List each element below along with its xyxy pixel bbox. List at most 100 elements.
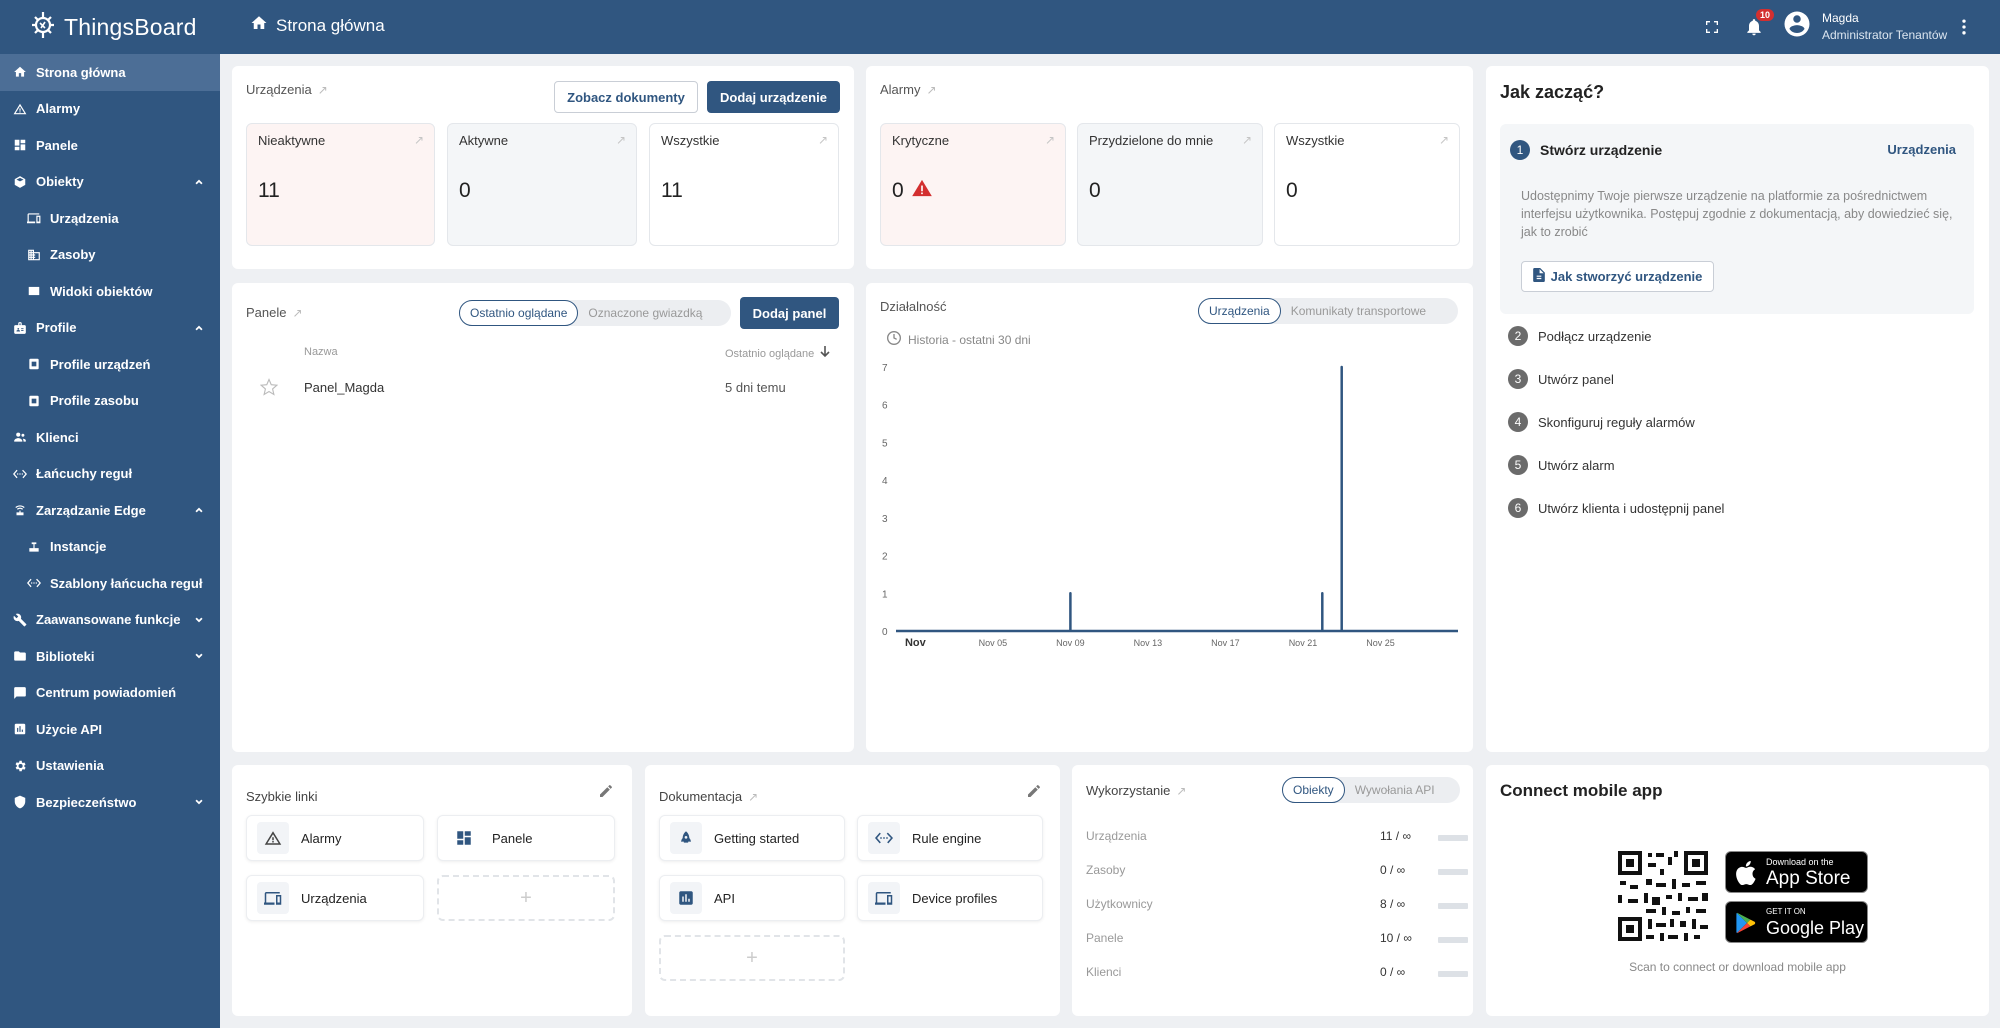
sidebar-item-dashboards[interactable]: Panele [0,127,220,164]
top-bar: ThingsBoard Strona główna 10 Magda Admin… [0,0,2000,54]
sidebar-item-notification-center[interactable]: Centrum powiadomień [0,675,220,712]
tab-recently-viewed[interactable]: Ostatnio oglądane [459,300,579,326]
sidebar-item-instances[interactable]: Instancje [0,529,220,566]
add-doc-link-button[interactable]: + [659,935,845,981]
stat-value: 0 [1089,179,1101,202]
tab-transport-messages[interactable]: Komunikaty transportowe [1290,304,1427,318]
app-store-badge[interactable]: Download on the App Store [1725,851,1868,893]
how-to-create-device-button[interactable]: Jak stworzyć urządzenie [1521,261,1714,292]
appstore-small-text: Download on the [1766,857,1834,867]
sidebar-item-devices[interactable]: Urządzenia [0,200,220,237]
qr-code-icon[interactable] [1616,849,1710,943]
doc-link-rule-engine[interactable]: Rule engine [857,815,1043,861]
sidebar-item-alarms[interactable]: Alarmy [0,91,220,128]
usage-bar [1438,835,1468,841]
sidebar-item-security[interactable]: Bezpieczeństwo [0,784,220,821]
stat-all-devices[interactable]: Wszystkie ↗ 11 [649,123,839,246]
edit-pencil-icon[interactable] [598,783,614,804]
home-icon [250,14,268,37]
doc-link-getting-started[interactable]: Getting started [659,815,845,861]
stat-critical[interactable]: Krytyczne ↗ 0 [880,123,1066,246]
step1-devices-link[interactable]: Urządzenia [1887,142,1956,157]
notifications-bell-icon[interactable]: 10 [1742,9,1774,39]
step-6[interactable]: 6 Utwórz klienta i udostępnij panel [1508,498,1724,518]
dashboards-card-title[interactable]: Panele ↗ [246,305,303,320]
quick-link-dashboards[interactable]: Panele [437,815,615,861]
add-dashboard-button[interactable]: Dodaj panel [740,297,839,329]
tab-api-calls[interactable]: Wywołania API [1354,783,1435,797]
stat-inactive[interactable]: Nieaktywne ↗ 11 [246,123,435,246]
devices-card-title[interactable]: Urządzenia ↗ [246,82,328,97]
stat-all-alarms[interactable]: Wszystkie ↗ 0 [1274,123,1460,246]
edit-pencil-icon[interactable] [1026,783,1042,804]
documentation-title[interactable]: Dokumentacja ↗ [659,789,758,804]
router-icon [12,502,28,518]
sidebar-item-api-usage[interactable]: Użycie API [0,711,220,748]
alarms-card: Alarmy ↗ Krytyczne ↗ 0 Przydzielone do m… [866,66,1473,269]
step-2[interactable]: 2 Podłącz urządzenie [1508,326,1651,346]
arrow-outward-icon: ↗ [317,82,328,97]
sidebar-item-customers[interactable]: Klienci [0,419,220,456]
alarms-card-title[interactable]: Alarmy ↗ [880,82,937,97]
table-row[interactable]: Panel_Magda 5 dni temu [246,367,840,407]
quick-link-devices[interactable]: Urządzenia [246,875,424,921]
star-outline-icon[interactable] [259,378,279,401]
tab-entities[interactable]: Obiekty [1282,777,1345,803]
doc-link-api[interactable]: API [659,875,845,921]
arrow-outward-icon: ↗ [748,789,759,804]
step-4[interactable]: 4 Skonfiguruj reguły alarmów [1508,412,1695,432]
arrow-outward-icon: ↗ [1241,133,1252,147]
sidebar-item-entities[interactable]: Obiekty [0,164,220,201]
step1-title: Stwórz urządzenie [1540,142,1663,158]
sidebar-item-advanced-features[interactable]: Zaawansowane funkcje [0,602,220,639]
sidebar-item-settings[interactable]: Ustawienia [0,748,220,785]
add-quick-link-button[interactable]: + [437,875,615,921]
sidebar-item-entity-views[interactable]: Widoki obiektów [0,273,220,310]
page-title-text: Strona główna [276,15,385,35]
sidebar-item-label: Urządzenia [50,210,119,226]
doc-link-device-profiles[interactable]: Device profiles [857,875,1043,921]
thingsboard-logo-icon [28,8,58,47]
column-header-last-viewed[interactable]: Ostatnio oglądane [725,346,830,361]
stat-assigned-to-me[interactable]: Przydzielone do mnie ↗ 0 [1077,123,1263,246]
user-name: Magda [1822,10,1859,25]
more-vert-icon[interactable] [1952,15,1976,39]
step-3[interactable]: 3 Utwórz panel [1508,369,1614,389]
usage-value: 8 / ∞ [1380,897,1406,911]
google-play-badge[interactable]: GET IT ON Google Play [1725,901,1868,943]
tab-devices[interactable]: Urządzenia [1198,298,1281,324]
sidebar-item-label: Widoki obiektów [50,283,153,299]
tab-starred[interactable]: Oznaczone gwiazdką [588,306,703,320]
history-selector[interactable]: Historia - ostatni 30 dni [886,330,1031,349]
fullscreen-icon[interactable] [1700,15,1724,39]
sidebar-item-label: Obiekty [36,174,84,190]
sidebar-item-home[interactable]: Strona główna [0,54,220,91]
profile-icon [26,393,42,409]
sidebar-item-asset-profiles[interactable]: Profile zasobu [0,383,220,420]
usage-title[interactable]: Wykorzystanie ↗ [1086,783,1186,798]
stat-label: Aktywne [459,133,509,148]
domain-icon [26,247,42,263]
sidebar-item-profiles[interactable]: Profile [0,310,220,347]
chevron-down-icon [192,795,206,812]
quick-link-alarms[interactable]: Alarmy [246,815,424,861]
user-menu[interactable]: Magda Administrator Tenantów [1782,9,1947,44]
step-5[interactable]: 5 Utwórz alarm [1508,455,1615,475]
sidebar-item-rule-chains[interactable]: Łańcuchy reguł [0,456,220,493]
add-device-button[interactable]: Dodaj urządzenie [707,81,840,113]
sidebar-item-edge-management[interactable]: Zarządzanie Edge [0,492,220,529]
step1-header[interactable]: 1 Stwórz urządzenie [1510,140,1662,160]
stat-value: 0 [1286,179,1298,202]
view-docs-button[interactable]: Zobacz dokumenty [554,81,698,113]
home-icon [12,64,28,80]
column-header-name[interactable]: Nazwa [304,346,338,358]
sidebar-item-rule-chain-templates[interactable]: Szablony łańcucha reguł [0,565,220,602]
y-tick-label: 5 [882,438,888,449]
activity-chart: 0 1 2 3 4 5 6 7 Nov Nov 05 Nov 09 Nov 13 Nov 17 Nov 2… [882,363,1458,649]
sidebar-item-device-profiles[interactable]: Profile urządzeń [0,346,220,383]
stat-active[interactable]: Aktywne ↗ 0 [447,123,637,246]
sidebar-item-assets[interactable]: Zasoby [0,237,220,274]
app-logo[interactable]: ThingsBoard [28,8,197,47]
notifications-badge: 10 [1755,9,1774,21]
sidebar-item-libraries[interactable]: Biblioteki [0,638,220,675]
